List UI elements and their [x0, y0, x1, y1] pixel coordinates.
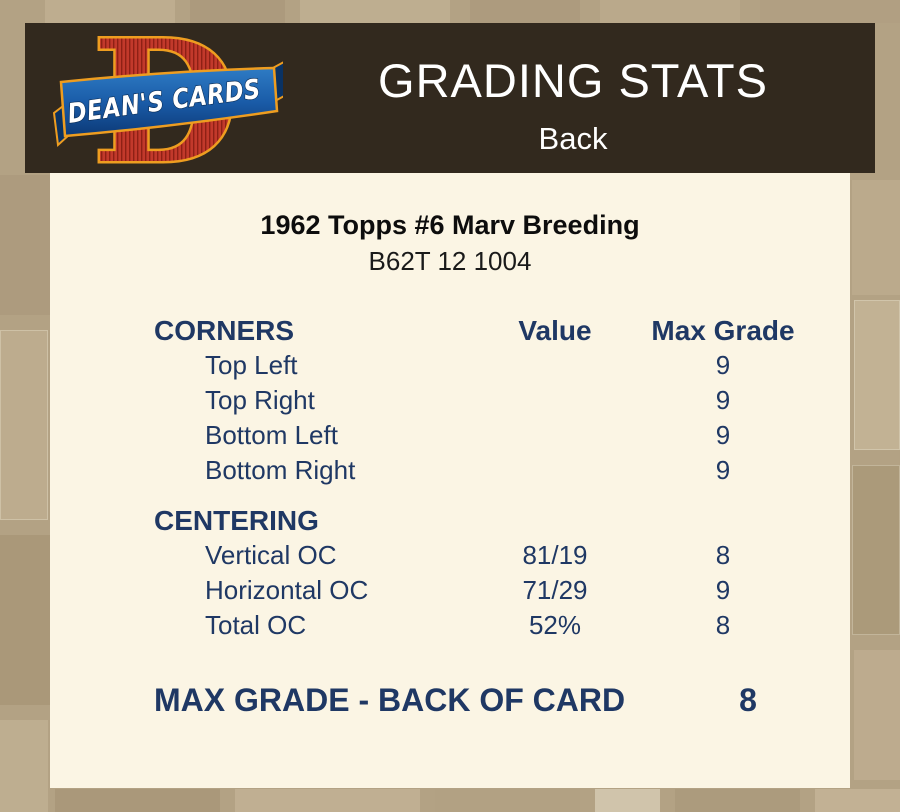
- column-header-max-grade: Max Grade: [651, 314, 795, 346]
- background-card-thumbnail: [595, 789, 660, 812]
- ribbon-banner: [59, 66, 279, 138]
- card-title: 1962 Topps #6 Marv Breeding: [260, 210, 640, 240]
- section-header-centering: CENTERING: [50, 503, 850, 538]
- stat-row: Bottom Right 9: [50, 453, 850, 488]
- stat-value: 71/29: [522, 575, 588, 605]
- stat-label: Horizontal OC: [205, 575, 369, 605]
- stat-max-grade: 9: [715, 575, 731, 605]
- stat-max-grade: 8: [715, 610, 731, 640]
- page-title: GRADING STATS: [378, 54, 768, 107]
- background-card-thumbnail: [0, 175, 50, 315]
- stat-row: Vertical OC 81/19 8: [50, 538, 850, 573]
- stat-label: Top Left: [205, 350, 298, 380]
- background-card-thumbnail: [760, 0, 900, 23]
- stats-table: CORNERS Value Max Grade Top Left 9 Top Right 9…: [50, 313, 850, 643]
- stat-value: 52%: [528, 610, 582, 640]
- section-label: CENTERING: [154, 504, 319, 536]
- section-header-corners: CORNERS Value Max Grade: [50, 313, 850, 348]
- background-card-thumbnail: [854, 650, 900, 780]
- background-card-thumbnail: [0, 535, 50, 705]
- background-card-thumbnail: [300, 0, 450, 23]
- background-card-thumbnail: [675, 789, 800, 812]
- background-card-thumbnail: [852, 180, 900, 295]
- stat-label: Vertical OC: [205, 540, 337, 570]
- stat-value: 81/19: [522, 540, 588, 570]
- stat-row: Bottom Left 9: [50, 418, 850, 453]
- stat-max-grade: 9: [715, 420, 731, 450]
- card-id: B62T 12 1004: [368, 246, 532, 276]
- stat-row: Horizontal OC 71/29 9: [50, 573, 850, 608]
- background-card-thumbnail: [190, 0, 285, 23]
- header-title-block: GRADING STATS Back: [378, 23, 768, 173]
- max-grade-summary-value: 8: [739, 681, 757, 718]
- stat-max-grade: 9: [715, 455, 731, 485]
- max-grade-summary-label: MAX GRADE - BACK OF CARD: [154, 681, 626, 718]
- stat-label: Bottom Left: [205, 420, 338, 450]
- background-card-thumbnail: [600, 0, 740, 23]
- section-label: CORNERS: [154, 314, 295, 346]
- stat-row: Top Right 9: [50, 383, 850, 418]
- background-card-thumbnail: [0, 720, 48, 812]
- brand-logo: D DEAN'S CARDS: [52, 1, 288, 204]
- page-subtitle: Back: [538, 121, 608, 156]
- stat-row: Top Left 9: [50, 348, 850, 383]
- content-panel: 1962 Topps #6 Marv Breeding B62T 12 1004…: [50, 173, 850, 788]
- stat-max-grade: 9: [715, 350, 731, 380]
- background-card-thumbnail: [815, 789, 900, 812]
- background-card-thumbnail: [235, 789, 420, 812]
- stat-max-grade: 8: [715, 540, 731, 570]
- background-card-thumbnail: [0, 330, 48, 520]
- column-header-value: Value: [518, 314, 592, 346]
- background-card-thumbnail: [55, 789, 220, 812]
- background-card-thumbnail: [852, 465, 900, 635]
- stat-label: Top Right: [205, 385, 315, 415]
- background-card-thumbnail: [435, 789, 580, 812]
- background-card-thumbnail: [470, 0, 580, 23]
- header-banner: D DEAN'S CARDS GRADING STATS Back: [25, 1, 875, 204]
- stat-row: Total OC 52% 8: [50, 608, 850, 643]
- max-grade-summary-row: MAX GRADE - BACK OF CARD 8: [50, 680, 850, 720]
- stat-max-grade: 9: [715, 385, 731, 415]
- stat-label: Total OC: [205, 610, 307, 640]
- background-card-thumbnail: [45, 0, 175, 23]
- deans-cards-logo-icon: D DEAN'S CARDS: [52, 1, 288, 204]
- stat-label: Bottom Right: [205, 455, 356, 485]
- background-card-thumbnail: [854, 300, 900, 450]
